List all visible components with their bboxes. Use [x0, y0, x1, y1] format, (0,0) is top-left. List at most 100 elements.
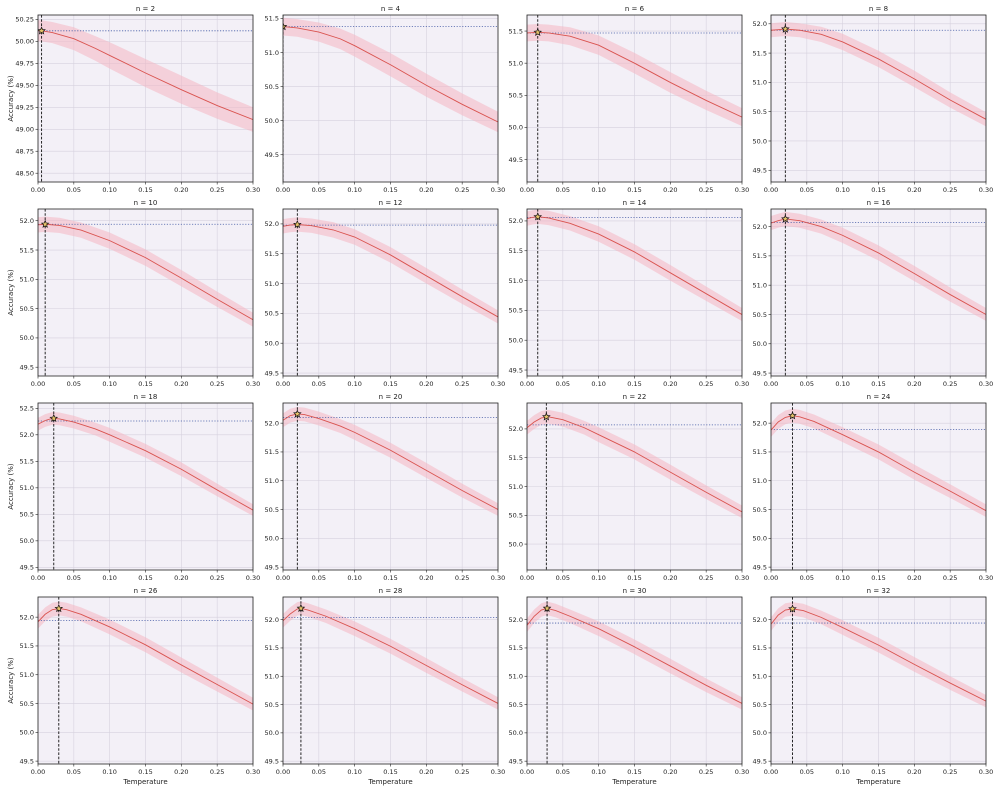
y-tick-label: 50.5	[509, 92, 523, 100]
series-layer	[771, 15, 986, 182]
y-tick-label: 50.0	[20, 537, 34, 545]
x-tick-label: 0.25	[455, 186, 469, 194]
best-point-star	[542, 603, 552, 612]
x-tick-label: 0.30	[979, 186, 993, 194]
x-tick-label: 0.30	[491, 768, 505, 776]
x-tick-label: 0.20	[419, 380, 433, 388]
panel-15: 0.00 0.05 0.10 0.15 0.20 0.25 0.30 49.5 50.0 50.5…	[509, 587, 750, 786]
confidence-band	[38, 216, 253, 327]
y-tick-label: 51.0	[265, 477, 279, 485]
x-tick-label: 0.10	[591, 574, 605, 582]
x-tick-label: 0.00	[276, 574, 290, 582]
x-tick-label: 0.10	[591, 768, 605, 776]
y-tick-label: 50.5	[20, 511, 34, 519]
x-tick-label: 0.15	[871, 574, 885, 582]
x-tick-label: 0.15	[383, 186, 397, 194]
y-tick-label: 49.5	[265, 757, 279, 765]
x-tick-label: 0.25	[943, 768, 957, 776]
x-tick-label: 0.25	[699, 574, 713, 582]
y-tick-label: 50.0	[265, 339, 279, 347]
x-tick-label: 0.10	[591, 186, 605, 194]
x-tick-label: 0.20	[907, 768, 921, 776]
x-tick-label: 0.00	[31, 380, 45, 388]
panel-11: 0.00 0.05 0.10 0.15 0.20 0.25 0.30 50.0 50.5 51.0…	[509, 393, 750, 582]
y-tick-label: 51.5	[265, 250, 279, 258]
x-tick-label: 0.00	[520, 186, 534, 194]
y-tick-label: 50.0	[509, 729, 523, 737]
series-layer	[771, 597, 986, 764]
y-tick-label: 51.0	[753, 79, 767, 87]
series-layer	[527, 403, 742, 570]
x-tick-label: 0.30	[979, 768, 993, 776]
best-point-star	[781, 214, 790, 223]
y-tick-label: 50.0	[753, 535, 767, 543]
x-tick-label: 0.00	[764, 380, 778, 388]
y-tick-label: 52.5	[20, 405, 34, 413]
y-tick-label: 51.5	[509, 247, 523, 255]
best-point-star	[283, 22, 288, 31]
x-tick-label: 0.25	[210, 768, 224, 776]
y-tick-label: 51.5	[753, 448, 767, 456]
y-tick-label: 50.0	[753, 340, 767, 348]
mean-accuracy-line	[527, 216, 742, 315]
mean-accuracy-line	[38, 223, 253, 321]
y-tick-label: 51.0	[753, 673, 767, 681]
y-tick-label: 50.5	[265, 506, 279, 514]
y-tick-label: 51.5	[753, 49, 767, 57]
y-tick-label: 49.5	[265, 151, 279, 159]
x-tick-label: 0.05	[556, 380, 570, 388]
mean-accuracy-line	[527, 416, 742, 513]
series-layer	[283, 403, 498, 570]
x-tick-label: 0.25	[943, 574, 957, 582]
y-tick-label: 51.5	[20, 642, 34, 650]
x-tick-label: 0.30	[491, 574, 505, 582]
mean-accuracy-line	[771, 28, 986, 120]
y-tick-label: 49.5	[265, 369, 279, 377]
x-tick-label: 0.30	[735, 768, 749, 776]
y-tick-label: 50.5	[265, 310, 279, 318]
x-tick-label: 0.10	[835, 380, 849, 388]
y-tick-label: 51.5	[753, 644, 767, 652]
y-tick-label: 51.0	[509, 673, 523, 681]
x-tick-label: 0.25	[943, 380, 957, 388]
y-tick-label: 50.0	[509, 540, 523, 548]
y-tick-label: 52.0	[753, 419, 767, 427]
y-tick-label: 49.5	[509, 366, 523, 374]
panel-14: 0.00 0.05 0.10 0.15 0.20 0.25 0.30 49.5 50.0 50.5…	[265, 587, 506, 786]
y-tick-label: 49.25	[15, 104, 34, 112]
y-tick-label: 48.50	[15, 170, 34, 178]
y-tick-label: 49.5	[753, 369, 767, 377]
y-axis-label: Accuracy (%)	[7, 75, 15, 122]
y-tick-label: 51.0	[509, 277, 523, 285]
y-tick-label: 50.0	[20, 729, 34, 737]
y-tick-label: 51.5	[265, 15, 279, 23]
y-tick-label: 50.0	[20, 334, 34, 342]
y-tick-label: 51.5	[509, 644, 523, 652]
y-tick-label: 50.0	[509, 337, 523, 345]
best-point-star	[49, 413, 59, 423]
panel-16: 0.00 0.05 0.10 0.15 0.20 0.25 0.30 49.5 50.0 50.5…	[753, 587, 994, 786]
mean-accuracy-line	[38, 30, 253, 121]
x-tick-label: 0.00	[276, 380, 290, 388]
y-tick-label: 52.0	[20, 613, 34, 621]
y-tick-label: 51.0	[265, 49, 279, 57]
y-tick-label: 49.5	[753, 757, 767, 765]
x-tick-label: 0.00	[31, 574, 45, 582]
y-tick-label: 51.5	[265, 644, 279, 652]
x-tick-label: 0.30	[491, 380, 505, 388]
series-layer	[38, 403, 253, 570]
y-tick-label: 51.5	[265, 448, 279, 456]
mean-accuracy-line	[283, 607, 498, 704]
x-tick-label: 0.25	[210, 574, 224, 582]
x-tick-label: 0.15	[383, 380, 397, 388]
panel-13: 0.00 0.05 0.10 0.15 0.20 0.25 0.30 49.5 50.0 50.5…	[7, 587, 260, 786]
y-tick-label: 50.5	[753, 311, 767, 319]
y-tick-label: 50.5	[509, 307, 523, 315]
panel-title: n = 6	[625, 5, 645, 13]
best-point-star	[54, 604, 64, 613]
series-layer	[527, 209, 742, 376]
panel-9: 0.00 0.05 0.10 0.15 0.20 0.25 0.30 49.5 50.0 50.5…	[7, 393, 260, 582]
y-tick-label: 51.5	[509, 454, 523, 462]
y-tick-label: 49.5	[20, 757, 34, 765]
